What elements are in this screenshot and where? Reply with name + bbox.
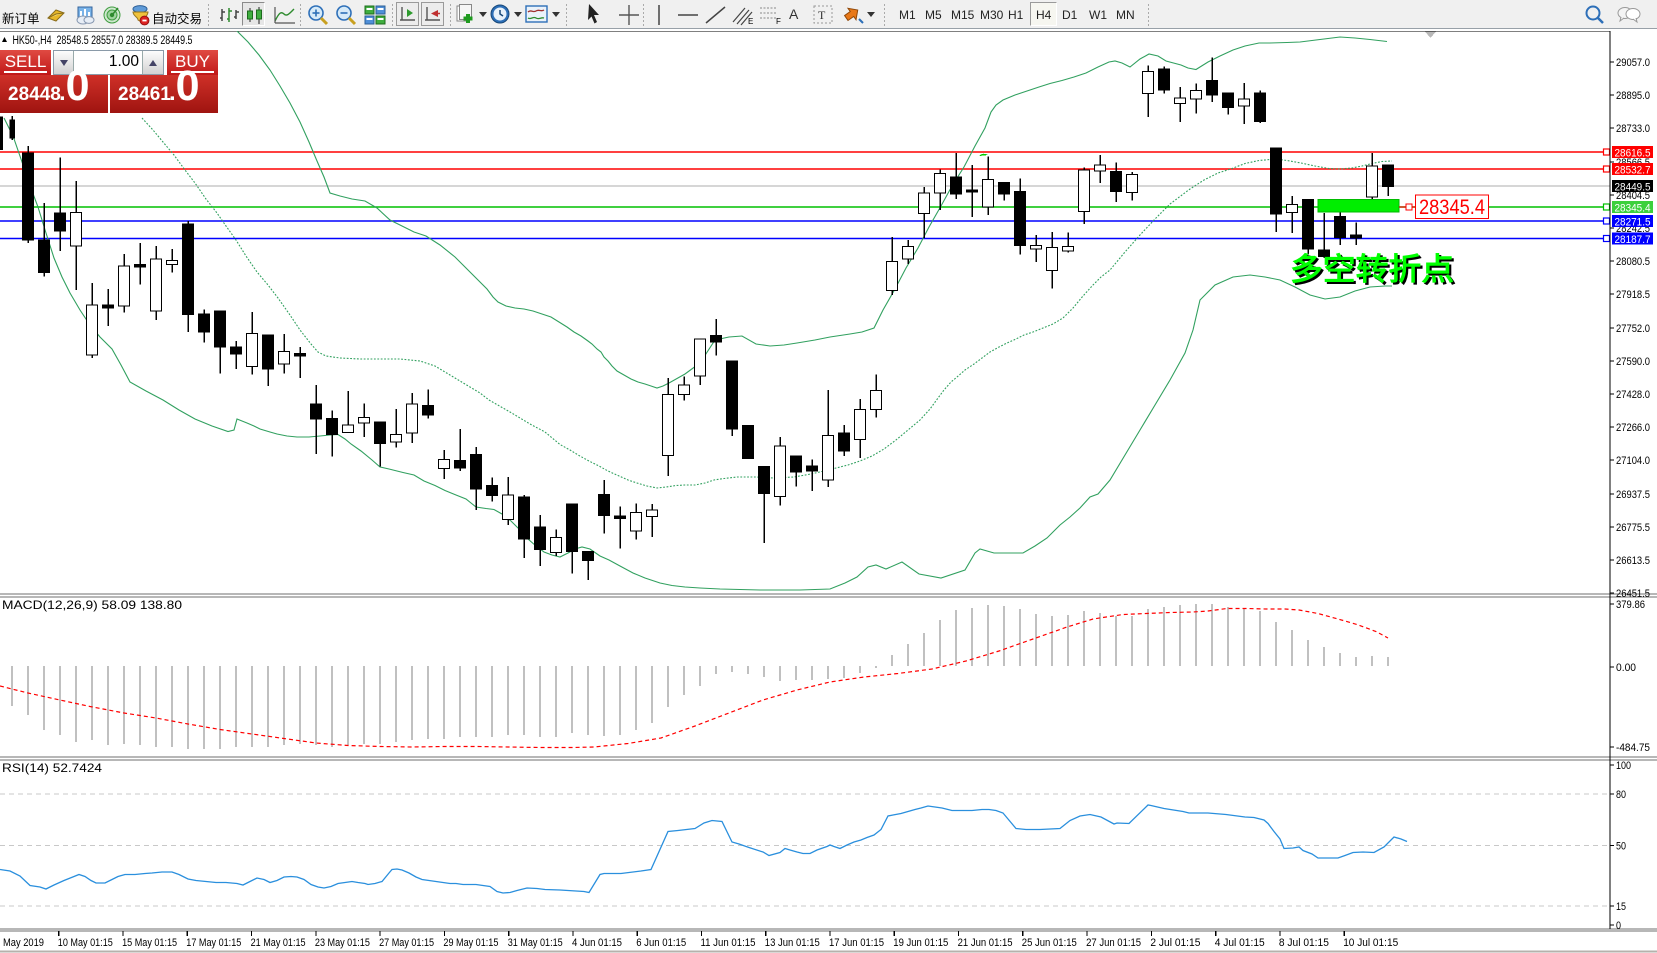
svg-text:27266.0: 27266.0 <box>1616 422 1650 434</box>
svg-text:28345.4: 28345.4 <box>1615 203 1651 215</box>
svg-text:T: T <box>818 8 826 22</box>
svg-text:379.86: 379.86 <box>1616 599 1645 611</box>
svg-text:8 Jul 01:15: 8 Jul 01:15 <box>1279 937 1329 949</box>
svg-text:50: 50 <box>1616 841 1626 853</box>
svg-text:F: F <box>776 17 781 26</box>
svg-text:25 Jun 01:15: 25 Jun 01:15 <box>1022 937 1077 949</box>
svg-text:4 Jul 01:15: 4 Jul 01:15 <box>1215 937 1265 949</box>
svg-text:29057.0: 29057.0 <box>1616 57 1650 69</box>
svg-text:28080.5: 28080.5 <box>1616 256 1650 268</box>
svg-text:27428.0: 27428.0 <box>1616 389 1650 401</box>
svg-text:27918.5: 27918.5 <box>1616 289 1650 301</box>
svg-text:28187.7: 28187.7 <box>1615 234 1651 246</box>
svg-text:27104.0: 27104.0 <box>1616 455 1650 467</box>
svg-text:May 2019: May 2019 <box>3 937 44 949</box>
svg-text:10 Jul 01:15: 10 Jul 01:15 <box>1343 937 1398 949</box>
svg-text:100: 100 <box>1616 760 1631 772</box>
svg-text:28733.0: 28733.0 <box>1616 123 1650 135</box>
svg-text:26613.5: 26613.5 <box>1616 555 1650 567</box>
svg-text:0: 0 <box>1616 920 1621 932</box>
svg-text:19 Jun 01:15: 19 Jun 01:15 <box>893 937 948 949</box>
svg-text:HK50-,H4 28548.5 28557.0 2838: HK50-,H4 28548.5 28557.0 28389.5 28449.5 <box>13 35 193 47</box>
svg-text:21 Jun 01:15: 21 Jun 01:15 <box>958 937 1013 949</box>
svg-text:29 May 01:15: 29 May 01:15 <box>443 937 498 949</box>
svg-text:13 Jun 01:15: 13 Jun 01:15 <box>765 937 820 949</box>
svg-text:27 Jun 01:15: 27 Jun 01:15 <box>1086 937 1141 949</box>
svg-text:31 May 01:15: 31 May 01:15 <box>508 937 563 949</box>
svg-text:RSI(14) 52.7424: RSI(14) 52.7424 <box>2 761 102 775</box>
svg-text:多空转折点: 多空转折点 <box>1290 252 1454 287</box>
svg-text:6 Jun 01:15: 6 Jun 01:15 <box>636 937 686 949</box>
svg-text:28532.7: 28532.7 <box>1615 165 1651 177</box>
svg-text:23 May 01:15: 23 May 01:15 <box>315 937 370 949</box>
svg-text:E: E <box>748 17 753 26</box>
svg-text:MACD(12,26,9) 58.09 138.80: MACD(12,26,9) 58.09 138.80 <box>2 598 182 612</box>
svg-text:17 May 01:15: 17 May 01:15 <box>186 937 241 949</box>
svg-text:28449.5: 28449.5 <box>1615 182 1651 194</box>
svg-text:28345.4: 28345.4 <box>1419 195 1485 219</box>
svg-text:10 May 01:15: 10 May 01:15 <box>58 937 113 949</box>
svg-text:4 Jun 01:15: 4 Jun 01:15 <box>572 937 622 949</box>
svg-text:-484.75: -484.75 <box>1616 742 1650 754</box>
svg-text:80: 80 <box>1616 789 1626 801</box>
svg-text:28616.5: 28616.5 <box>1615 148 1651 160</box>
svg-text:15: 15 <box>1616 901 1626 913</box>
svg-text:28271.5: 28271.5 <box>1615 217 1651 229</box>
svg-text:26937.5: 26937.5 <box>1616 489 1650 501</box>
svg-text:26451.5: 26451.5 <box>1616 588 1650 600</box>
svg-text:28404.5: 28404.5 <box>1616 190 1650 202</box>
svg-text:27752.0: 27752.0 <box>1616 323 1650 335</box>
svg-text:0.00: 0.00 <box>1616 662 1636 674</box>
svg-text:21 May 01:15: 21 May 01:15 <box>251 937 306 949</box>
svg-text:2 Jul 01:15: 2 Jul 01:15 <box>1150 937 1200 949</box>
svg-text:11 Jun 01:15: 11 Jun 01:15 <box>701 937 756 949</box>
svg-text:27 May 01:15: 27 May 01:15 <box>379 937 434 949</box>
svg-text:15 May 01:15: 15 May 01:15 <box>122 937 177 949</box>
svg-text:17 Jun 01:15: 17 Jun 01:15 <box>829 937 884 949</box>
svg-text:26775.5: 26775.5 <box>1616 522 1650 534</box>
svg-text:28895.0: 28895.0 <box>1616 90 1650 102</box>
svg-text:27590.0: 27590.0 <box>1616 356 1650 368</box>
